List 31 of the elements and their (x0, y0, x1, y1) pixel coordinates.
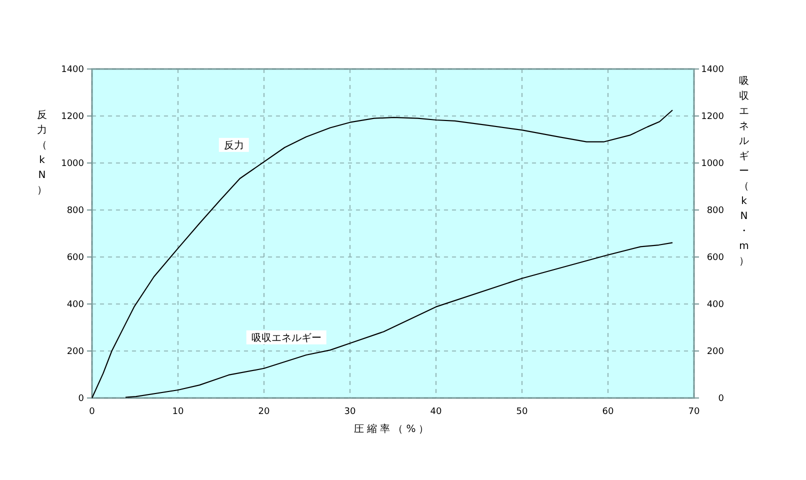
y2-tick-label: 400 (706, 300, 724, 310)
y-axis-title: 反力（kN） (37, 109, 47, 196)
text: 反力 (224, 139, 244, 152)
y2-tick-label: 1400 (701, 65, 724, 75)
line-series (124, 242, 674, 398)
y-tick-label: 1200 (61, 112, 84, 122)
y-tick-label: 200 (66, 347, 84, 357)
y2-tick-label: 1200 (701, 112, 724, 122)
y2-tick-label: 1000 (701, 159, 724, 169)
text: 吸収エネルギー（kN・m） (739, 76, 749, 267)
series-label: 吸収エネルギー (251, 332, 322, 344)
y2-tick-label: 200 (706, 347, 724, 357)
y2-tick-label: 800 (706, 206, 724, 216)
line-series (91, 110, 674, 399)
x-tick-label: 40 (430, 407, 442, 417)
x-tick-label: 50 (516, 407, 528, 417)
x-tick-label: 60 (602, 407, 614, 417)
y2-tick-label: 600 (706, 253, 724, 263)
x-axis-title: 圧縮率（%） (354, 423, 432, 435)
y-tick-label: 400 (66, 300, 84, 310)
x-tick-label: 0 (89, 407, 96, 417)
y-tick-label: 800 (66, 206, 84, 216)
x-tick-label: 30 (344, 407, 356, 417)
y2-tick-label: 0 (718, 394, 724, 404)
x-tick-label: 70 (688, 407, 700, 417)
y-tick-label: 1400 (61, 65, 84, 75)
x-tick-label: 10 (172, 407, 184, 417)
y-tick-label: 0 (78, 394, 84, 404)
y-tick-label: 1000 (61, 159, 84, 169)
x-tick-label: 20 (258, 407, 270, 417)
y-tick-label: 600 (66, 253, 84, 263)
